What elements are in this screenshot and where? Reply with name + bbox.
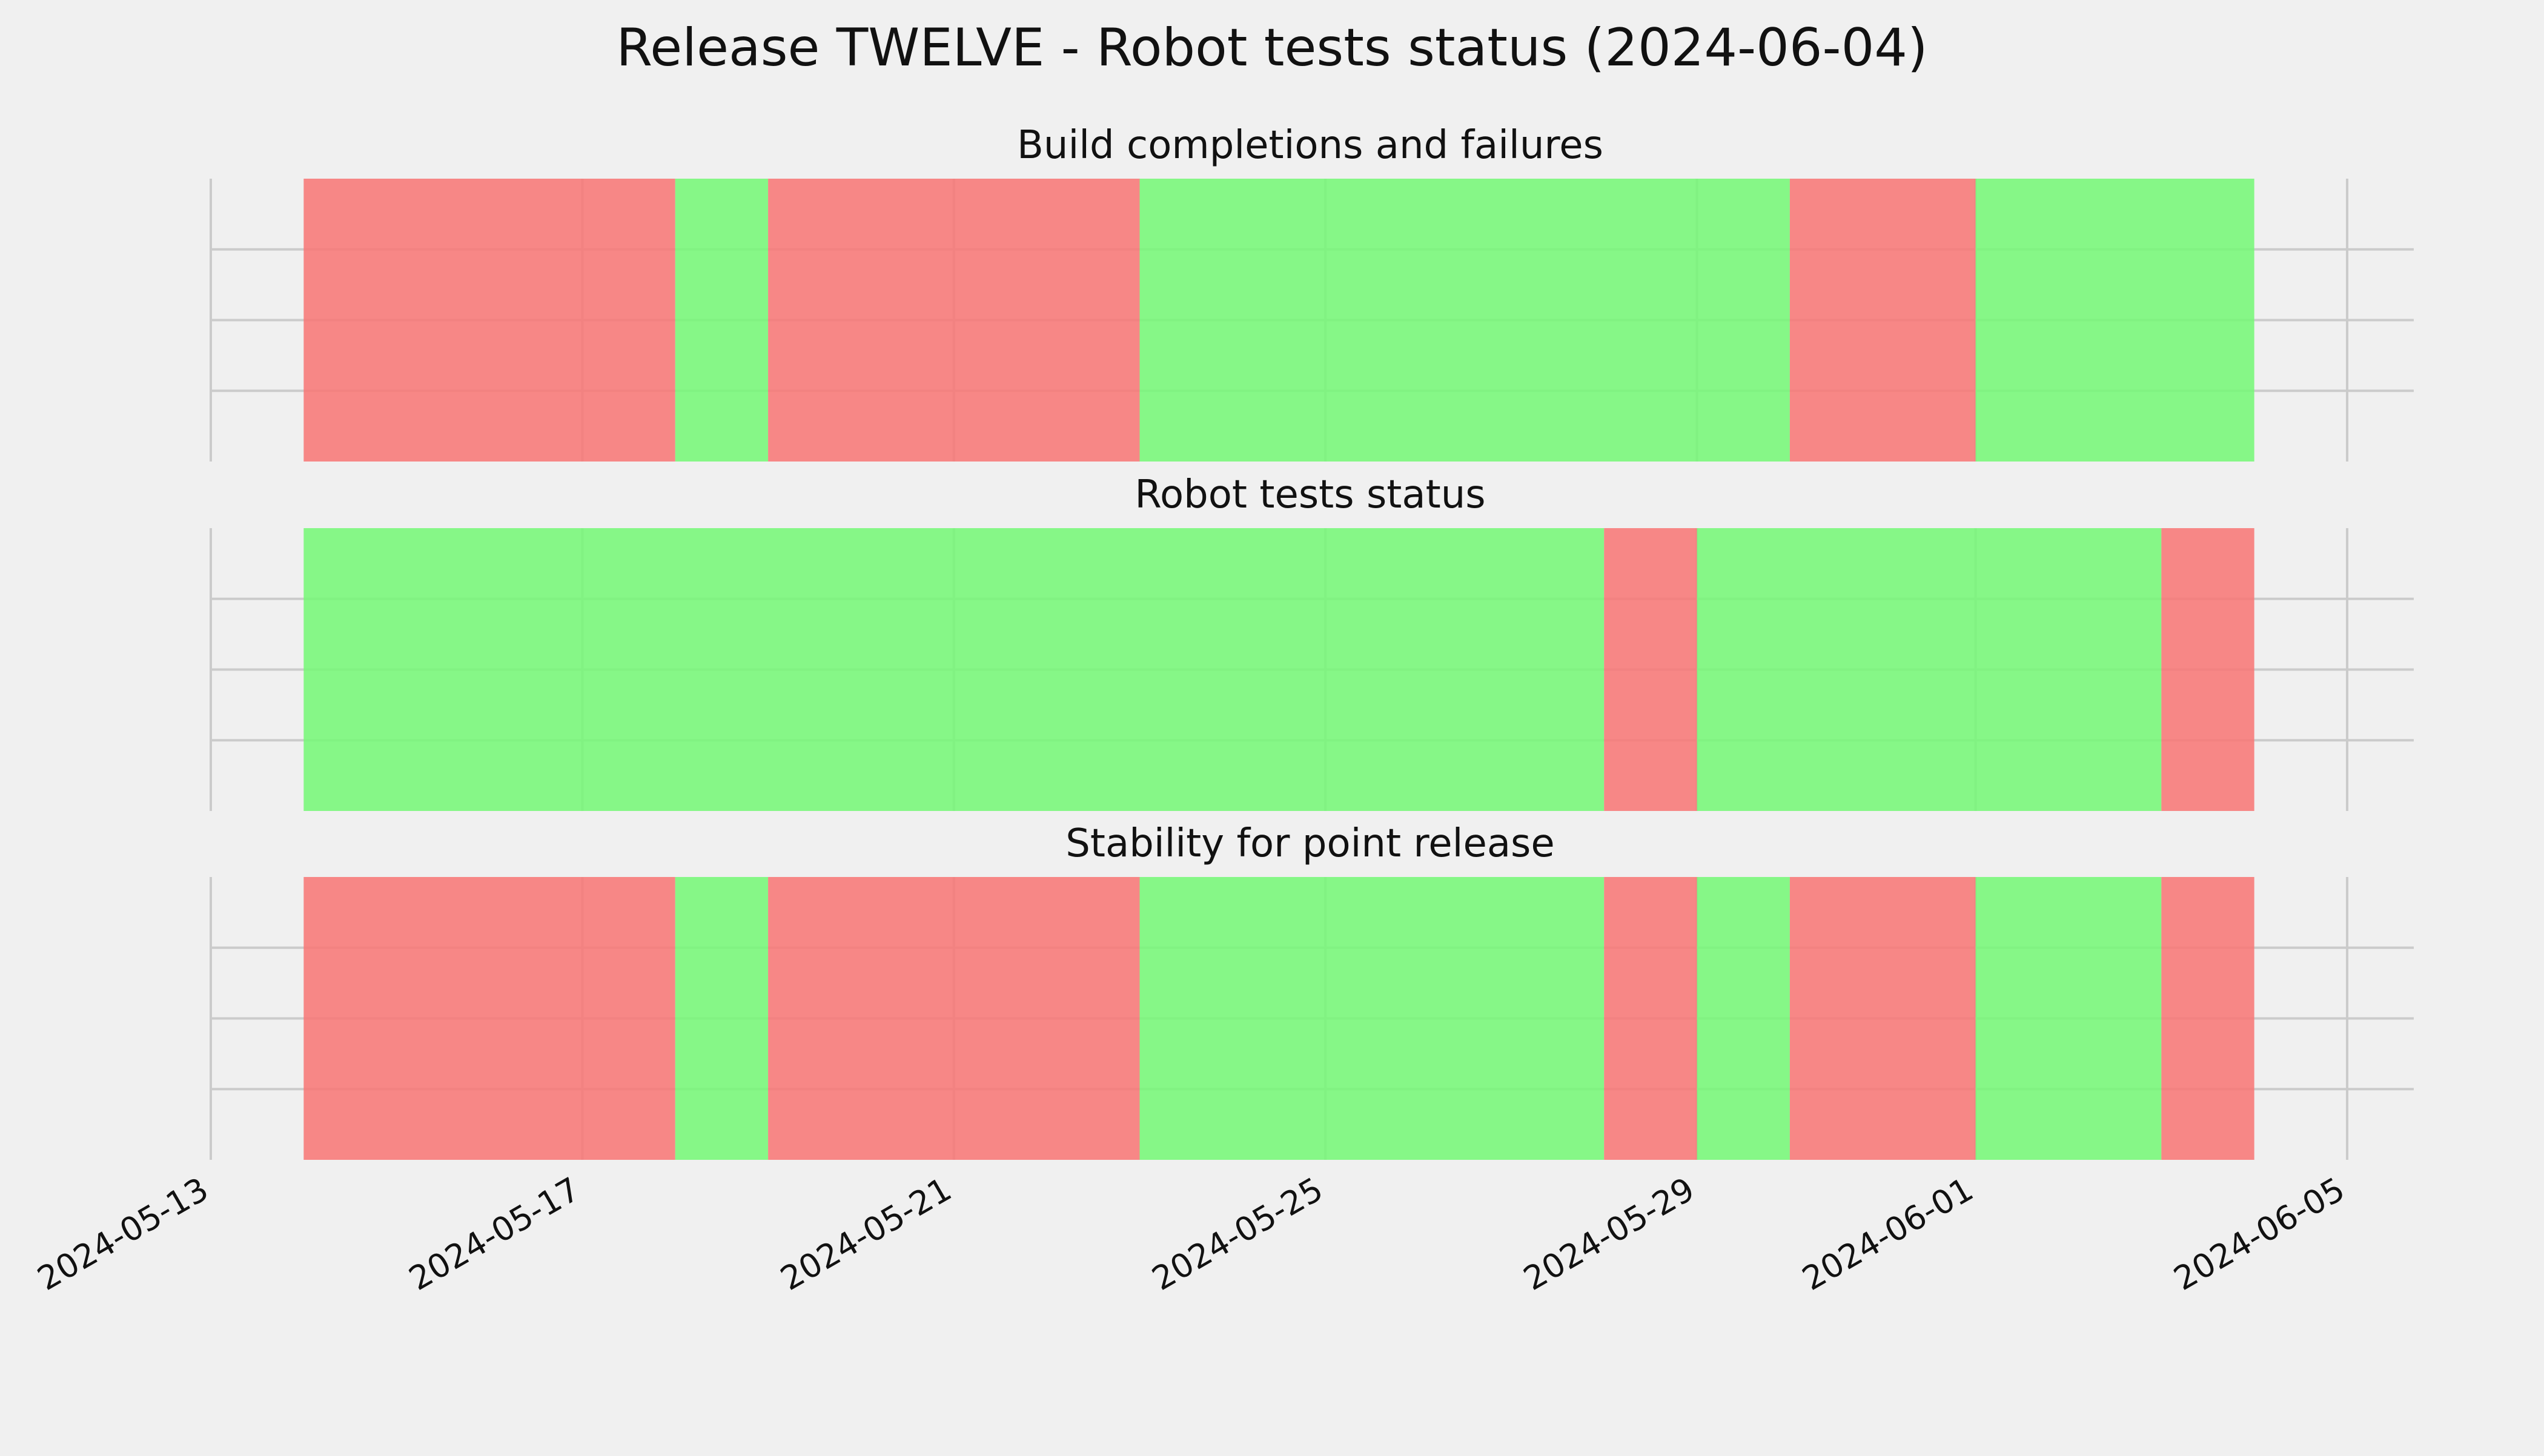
timeline-panel-1: Build completions and failures: [210, 123, 2414, 462]
x-tick-label: 2024-05-29: [1517, 1170, 1701, 1298]
status-segment-fail: [303, 179, 675, 462]
x-tick-label: 2024-06-05: [2167, 1170, 2351, 1298]
chart-title: Release TWELVE - Robot tests status (202…: [616, 18, 1927, 78]
status-segment-pass: [675, 179, 769, 462]
status-segment-pass: [675, 877, 769, 1160]
status-segment-pass: [303, 528, 1605, 811]
status-segment-fail: [1604, 877, 1697, 1160]
status-segment-fail: [303, 877, 675, 1160]
status-segment-fail: [1604, 528, 1697, 811]
timeline-panel-2: Robot tests status: [210, 472, 2414, 811]
x-tick-label: 2024-05-13: [31, 1170, 214, 1298]
x-tick-label: 2024-05-25: [1145, 1170, 1329, 1298]
status-segment-pass: [1139, 179, 1790, 462]
status-segment-fail: [2161, 877, 2254, 1160]
status-segment-fail: [768, 179, 1140, 462]
status-segment-fail: [1789, 179, 1976, 462]
timeline-panel-3: Stability for point release: [210, 821, 2414, 1160]
x-tick-label: 2024-05-21: [774, 1170, 958, 1298]
status-segment-pass: [1697, 528, 2162, 811]
status-segment-pass: [1139, 877, 1605, 1160]
status-segment-fail: [2161, 528, 2254, 811]
status-segment-pass: [1975, 877, 2162, 1160]
x-tick-label: 2024-05-17: [403, 1170, 586, 1298]
status-segment-pass: [1697, 877, 1790, 1160]
status-segment-pass: [1975, 179, 2254, 462]
status-segment-fail: [1789, 877, 1976, 1160]
status-segment-fail: [768, 877, 1140, 1160]
x-tick-label: 2024-06-01: [1796, 1170, 1979, 1298]
panel-title: Stability for point release: [1065, 821, 1555, 866]
panel-title: Robot tests status: [1135, 472, 1485, 517]
panel-title: Build completions and failures: [1017, 123, 1603, 168]
